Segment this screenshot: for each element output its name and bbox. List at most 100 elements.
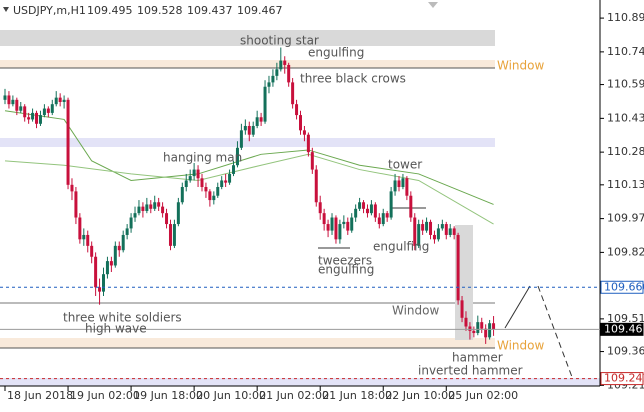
candle-body <box>15 99 19 111</box>
y-tick-label: 109.975 <box>607 212 644 225</box>
annotation: Window <box>392 304 440 318</box>
zone <box>0 30 495 46</box>
zone <box>0 60 495 68</box>
x-tick-label: 21 Jun 02:00 <box>259 389 329 402</box>
candle-body <box>460 300 464 318</box>
candle-body <box>243 125 247 131</box>
symbol: USDJPY,m,H1 <box>13 4 86 17</box>
candle-body <box>291 82 295 105</box>
candle-body <box>350 217 354 231</box>
annotation: hanging man <box>163 151 242 165</box>
candle-body <box>105 261 109 275</box>
candle-body <box>228 173 232 183</box>
candle-body <box>180 187 184 203</box>
candle-body <box>58 97 62 103</box>
annotation: three black crows <box>300 72 406 86</box>
zone <box>0 338 495 348</box>
header-open: 109.495 <box>87 4 133 17</box>
candle-body <box>208 191 212 201</box>
annotation: high wave <box>85 322 147 336</box>
candle-body <box>27 117 31 120</box>
candle-body <box>436 228 440 240</box>
candle-body <box>50 104 54 113</box>
candle-body <box>224 180 228 183</box>
candle-body <box>322 213 326 225</box>
candle-body <box>172 224 176 246</box>
candle-body <box>389 191 393 218</box>
candle-body <box>247 125 251 135</box>
candle-body <box>121 234 125 251</box>
annotation: hammer <box>452 351 503 365</box>
candle-body <box>46 108 50 113</box>
candle-body <box>480 322 484 329</box>
candle-body <box>448 228 452 235</box>
x-tick-label: 18 Jun 2018 <box>7 389 73 402</box>
candle-body <box>476 322 480 334</box>
candle-body <box>176 202 180 225</box>
x-tick-label: 25 Jun 02:00 <box>448 389 518 402</box>
x-tick-label: 22 Jun 10:00 <box>385 389 455 402</box>
candle-body <box>381 213 385 225</box>
candle-body <box>468 326 472 331</box>
candle-body <box>369 204 373 214</box>
candle-body <box>330 217 334 231</box>
candle-body <box>161 206 165 214</box>
price-level-label: 109.660 <box>604 280 644 293</box>
annotation: inverted hammer <box>418 364 523 378</box>
candle-body <box>429 221 433 235</box>
candle-body <box>314 169 318 203</box>
candle-body <box>196 169 200 179</box>
y-tick-label: 110.895 <box>607 11 644 24</box>
candle-body <box>165 213 169 225</box>
candle-body <box>94 256 98 288</box>
candle-body <box>239 130 243 148</box>
candle-body <box>413 217 417 246</box>
candle-body <box>62 99 66 103</box>
candle-body <box>425 221 429 231</box>
y-tick-label: 110.590 <box>607 78 644 91</box>
candle-body <box>184 180 188 188</box>
candle-body <box>235 147 239 166</box>
candle-body <box>295 104 299 116</box>
annotation: engulfing <box>308 46 364 60</box>
price-level-box <box>600 280 644 294</box>
candle-body <box>401 178 405 188</box>
candle-body <box>86 234 90 246</box>
annotation: tweezers <box>318 254 372 268</box>
candle-body <box>90 245 94 257</box>
candle-body <box>216 187 220 196</box>
candle-body <box>188 176 192 181</box>
candle-body <box>23 106 27 118</box>
x-tick-label: 21 Jun 18:00 <box>322 389 392 402</box>
candle-body <box>287 64 291 83</box>
candle-body <box>145 204 149 211</box>
menu-icon[interactable] <box>428 2 438 8</box>
annotation: Window <box>497 339 545 353</box>
candle-body <box>484 328 488 338</box>
y-tick-label: 110.130 <box>607 178 644 191</box>
candle-body <box>149 204 153 209</box>
candle-body <box>342 221 346 225</box>
candle-body <box>78 217 82 240</box>
candle-body <box>279 60 283 70</box>
candle-body <box>232 165 236 174</box>
candle-body <box>7 95 11 105</box>
candle-body <box>302 130 306 135</box>
candle-body <box>373 204 377 218</box>
candle-body <box>54 97 58 105</box>
candle-body <box>117 245 121 251</box>
candle-body <box>157 202 161 207</box>
candle-body <box>82 234 86 240</box>
price-level-label: 109.467 <box>604 322 644 335</box>
candle-body <box>318 202 322 214</box>
projection-line <box>537 285 573 378</box>
candle-body <box>306 134 310 153</box>
candle-body <box>129 217 133 229</box>
annotation: engulfing <box>373 240 429 254</box>
candle-body <box>456 234 460 301</box>
candle-body <box>338 224 342 240</box>
header-high: 109.528 <box>137 4 183 17</box>
candle-body <box>432 234 436 240</box>
candle-body <box>472 330 476 334</box>
candle-body <box>125 228 129 235</box>
